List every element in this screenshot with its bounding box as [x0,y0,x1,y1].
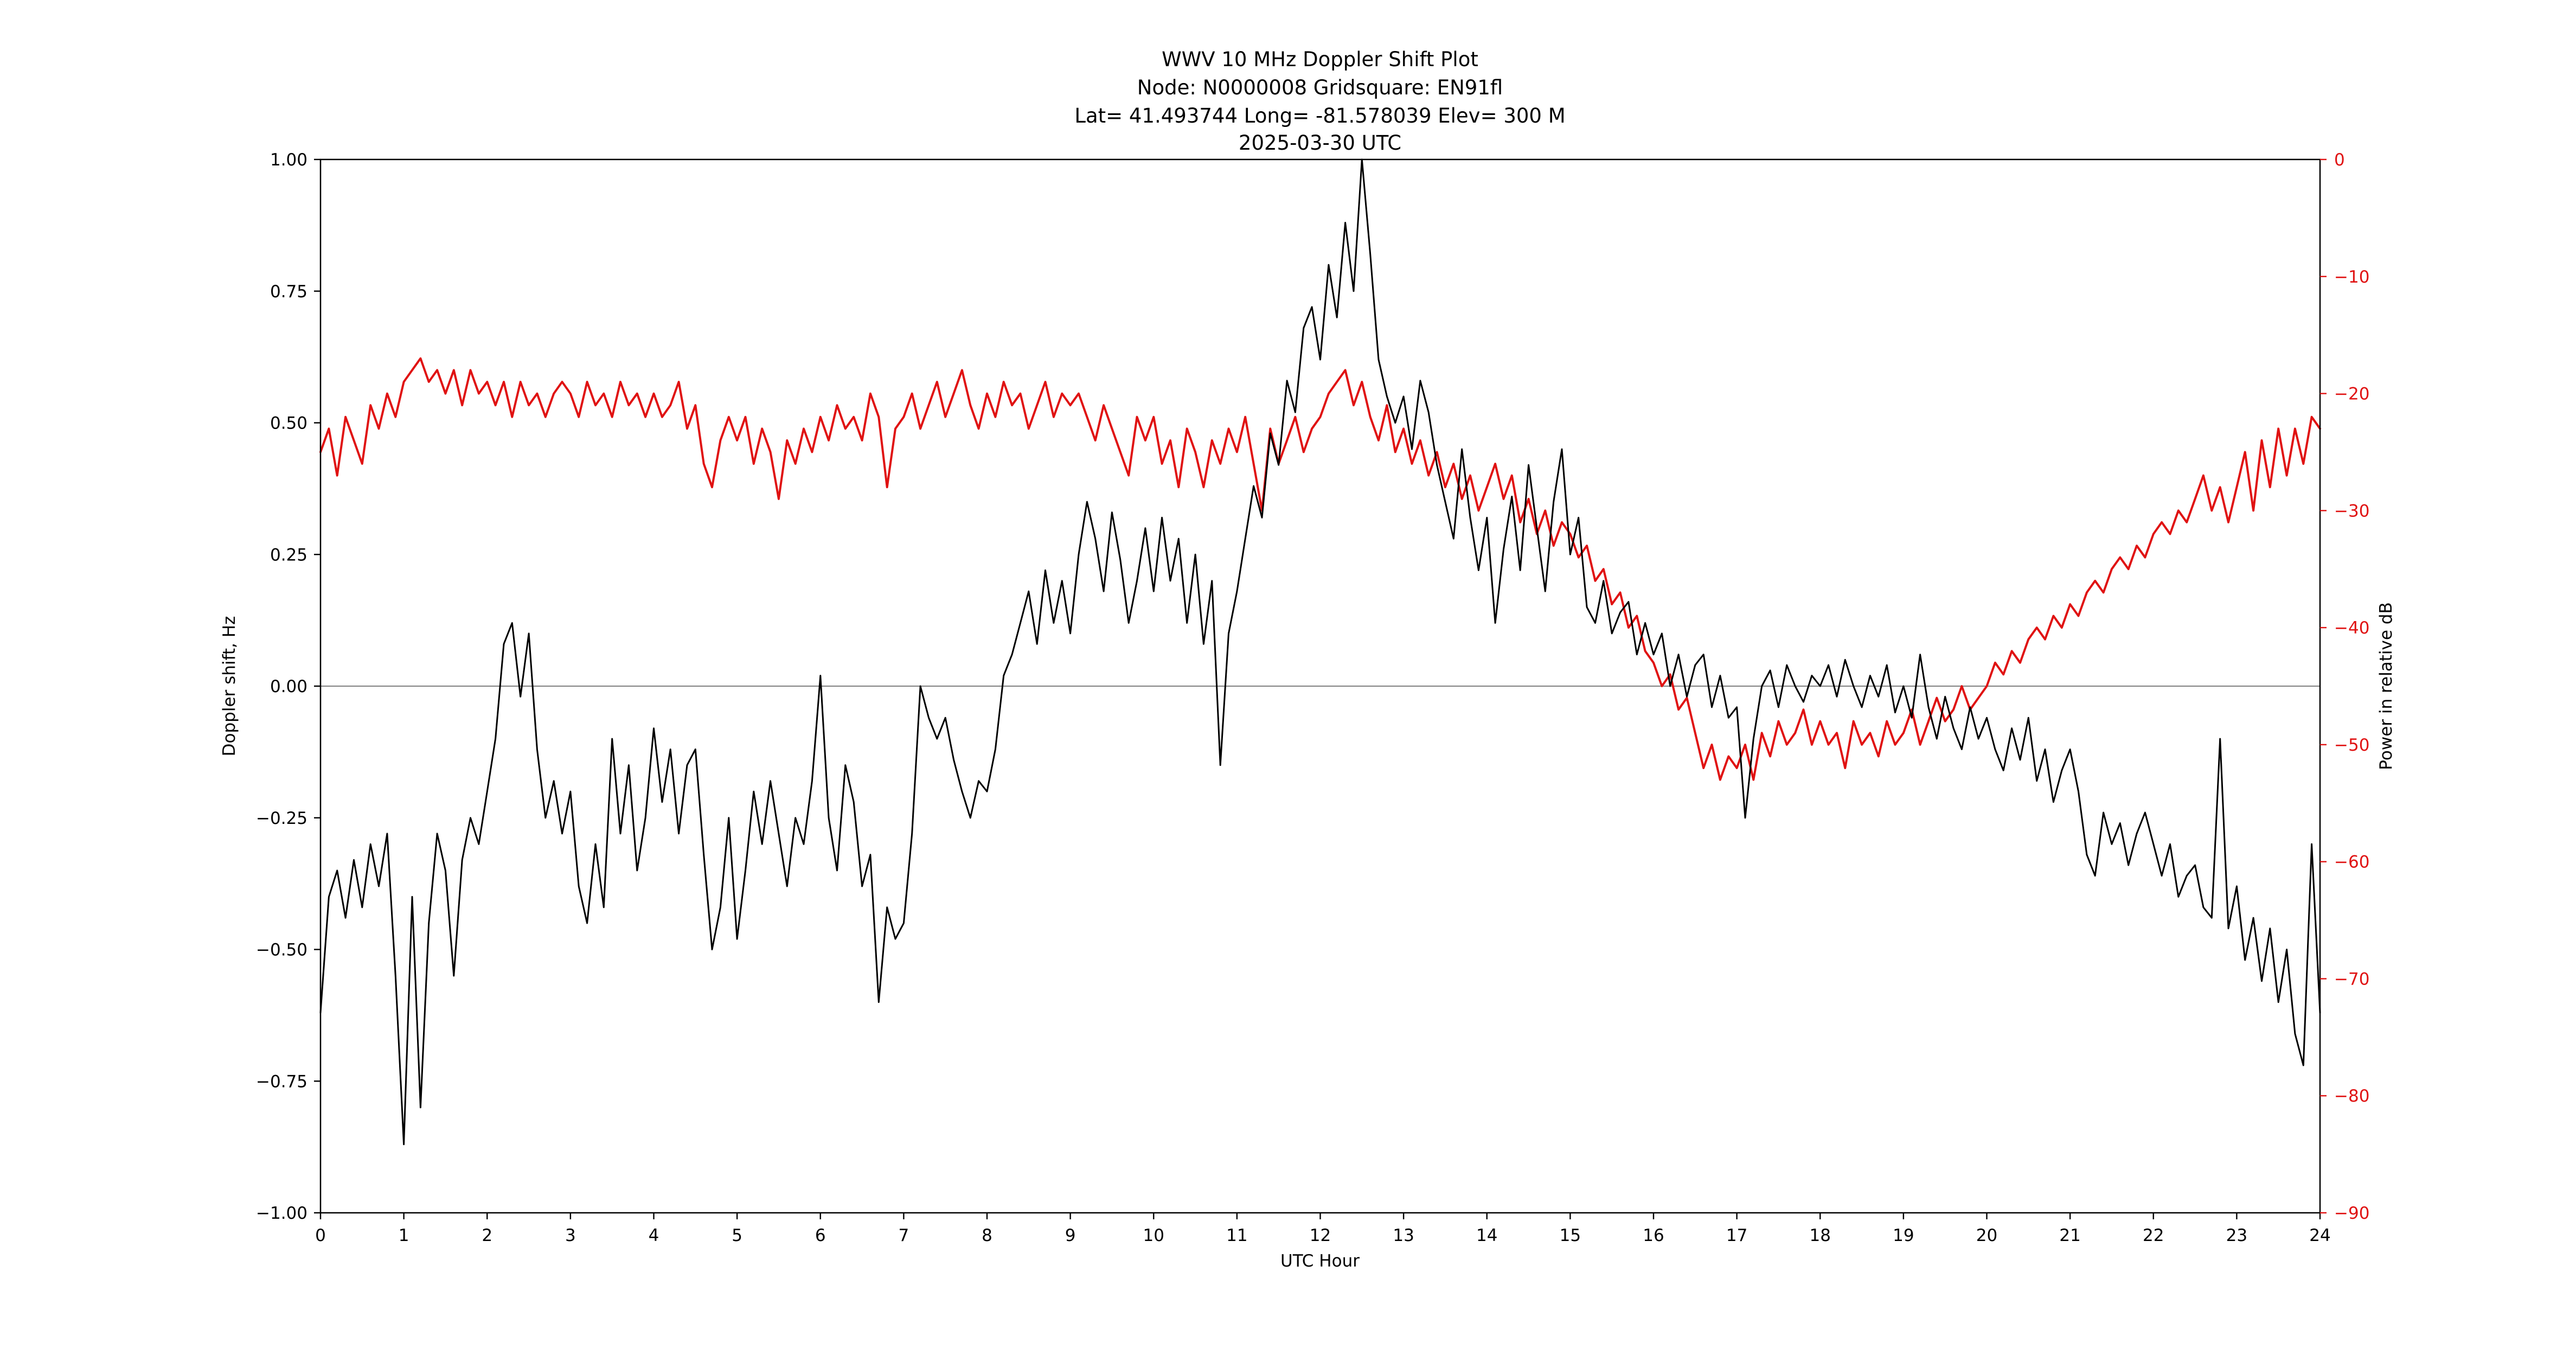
y-right-tick-label: −60 [2334,853,2369,872]
y-axis-label-right: Power in relative dB [2376,602,2396,770]
x-tick-label: 18 [1810,1226,1831,1245]
x-tick-label: 15 [1560,1226,1581,1245]
x-tick-label: 22 [2143,1226,2164,1245]
x-axis-label: UTC Hour [1280,1251,1360,1271]
x-tick-label: 12 [1310,1226,1331,1245]
chart-title-line4: 2025-03-30 UTC [1239,131,1401,155]
y-left-tick-label: −1.00 [256,1204,307,1223]
y-left-tick-label: 0.25 [270,545,307,565]
y-left-tick-label: −0.75 [256,1072,307,1091]
x-tick-label: 4 [649,1226,659,1245]
x-tick-label: 9 [1065,1226,1076,1245]
y-right-tick-label: −10 [2334,267,2369,287]
x-tick-label: 17 [1726,1226,1747,1245]
y-right-tick-label: −30 [2334,501,2369,521]
y-right-tick-label: −40 [2334,618,2369,638]
doppler-series-line [319,158,2321,1146]
x-tick-label: 7 [899,1226,909,1245]
chart-title-line3: Lat= 41.493744 Long= -81.578039 Elev= 30… [1074,104,1565,127]
chart-title-line2: Node: N0000008 Gridsquare: EN91fl [1137,76,1503,99]
x-tick-label: 20 [1976,1226,1997,1245]
y-left-tick-label: 1.00 [270,150,307,170]
y-left-tick-label: 0.00 [270,677,307,696]
y-right-tick-label: 0 [2334,150,2345,170]
x-tick-label: 0 [315,1226,326,1245]
x-tick-label: 5 [732,1226,742,1245]
x-tick-label: 23 [2226,1226,2247,1245]
y-left-tick-label: 0.50 [270,414,307,433]
x-tick-label: 3 [565,1226,576,1245]
x-tick-label: 14 [1476,1226,1497,1245]
power-series-line [319,357,2321,781]
y-left-tick-label: −0.50 [256,941,307,960]
y-right-tick-label: −20 [2334,385,2369,404]
y-left-tick-label: 0.75 [270,282,307,302]
x-tick-label: 6 [815,1226,826,1245]
chart-title-line1: WWV 10 MHz Doppler Shift Plot [1162,48,1478,71]
x-tick-label: 1 [399,1226,409,1245]
x-tick-label: 24 [2309,1226,2330,1245]
y-right-tick-label: −50 [2334,735,2369,755]
x-tick-label: 11 [1226,1226,1247,1245]
plot-area: 0 1 2 3 4 5 6 7 8 9 10 11 12 13 14 15 16 17 18 19 20 21 22 23 24… [256,150,2369,1245]
y-right-tick-label: −80 [2334,1086,2369,1106]
y-left-tick-label: −0.25 [256,809,307,828]
y-right-tick-label: −90 [2334,1204,2369,1223]
x-tick-label: 8 [982,1226,992,1245]
x-tick-label: 16 [1643,1226,1664,1245]
x-tick-label: 2 [482,1226,492,1245]
x-tick-label: 19 [1893,1226,1914,1245]
x-tick-label: 13 [1393,1226,1414,1245]
y-axis-label-left: Doppler shift, Hz [220,616,239,757]
x-tick-label: 21 [2059,1226,2080,1245]
y-right-tick-label: −70 [2334,969,2369,989]
x-tick-label: 10 [1143,1226,1164,1245]
